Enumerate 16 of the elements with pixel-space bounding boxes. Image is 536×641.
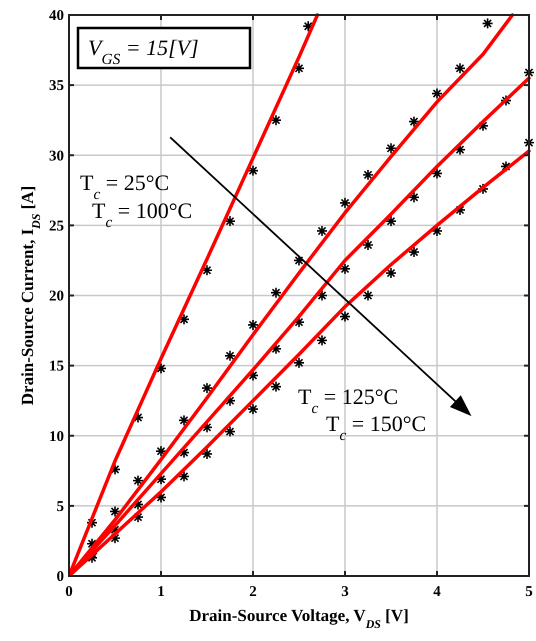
x-tick-label: 3 [341, 584, 349, 600]
y-tick-label: 25 [49, 218, 64, 234]
x-tick-label: 4 [433, 584, 442, 600]
y-tick-label: 30 [49, 148, 64, 164]
x-tick-label: 2 [249, 584, 257, 600]
y-tick-label: 5 [56, 498, 64, 515]
y-tick-label: 20 [49, 288, 64, 304]
x-tick-label: 5 [525, 584, 533, 600]
annotation: V$_{GS}$ = 15[V] [88, 35, 199, 68]
y-tick-label: 0 [56, 569, 64, 585]
y-tick-label: 35 [49, 78, 64, 94]
x-tick-label: 1 [157, 584, 165, 600]
y-tick-label: 10 [49, 428, 64, 445]
y-tick-label: 15 [49, 358, 64, 375]
x-axis-title: Drain-Source Voltage, V$_{DS}$ [V] [189, 606, 409, 631]
y-tick-label: 40 [49, 8, 64, 24]
